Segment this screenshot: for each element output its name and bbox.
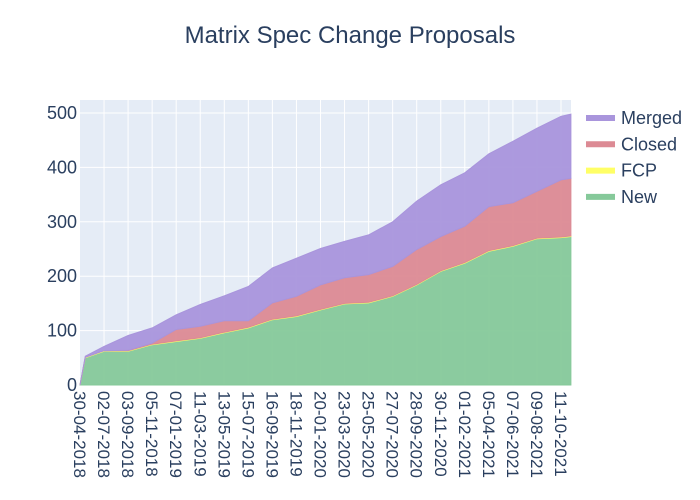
x-tick-label: 11-03-2019: [190, 391, 209, 477]
x-tick-label: 16-09-2019: [262, 391, 281, 478]
y-tick-label: 500: [47, 103, 77, 123]
x-tick-label: 01-02-2021: [455, 391, 474, 478]
x-tick-label: 02-07-2018: [94, 391, 113, 478]
x-tick-label: 07-01-2019: [166, 391, 185, 478]
legend-label: New: [621, 187, 658, 207]
y-tick-label: 0: [67, 375, 77, 395]
y-tick-label: 400: [47, 157, 77, 177]
y-tick-label: 100: [47, 321, 77, 341]
x-tick-label: 05-04-2021: [479, 391, 498, 478]
x-tick-label: 30-04-2018: [70, 391, 89, 478]
x-tick-label: 28-09-2020: [407, 391, 426, 478]
x-tick-label: 15-07-2019: [238, 391, 257, 478]
legend-label: Closed: [621, 134, 677, 154]
x-tick-label: 13-05-2019: [214, 391, 233, 478]
legend-label: Merged: [621, 108, 682, 128]
legend-item-closed[interactable]: Closed: [586, 134, 677, 154]
x-tick-label: 18-11-2019: [286, 391, 305, 477]
legend-label: FCP: [621, 161, 657, 181]
x-tick-label: 27-07-2020: [383, 391, 402, 478]
x-tick-label: 07-06-2021: [503, 391, 522, 478]
y-tick-label: 200: [47, 266, 77, 286]
legend-item-new[interactable]: New: [586, 187, 658, 207]
chart-title: Matrix Spec Change Proposals: [185, 22, 516, 49]
x-tick-label: 03-09-2018: [118, 391, 137, 478]
y-tick-label: 300: [47, 212, 77, 232]
x-tick-label: 20-01-2020: [311, 391, 330, 478]
legend-item-fcp[interactable]: FCP: [586, 161, 657, 181]
legend-item-merged[interactable]: Merged: [586, 108, 682, 128]
x-tick-label: 30-11-2020: [431, 391, 450, 477]
x-tick-label: 11-10-2021: [551, 391, 570, 477]
x-tick-label: 25-05-2020: [359, 391, 378, 478]
area-merged: [79, 113, 572, 386]
x-tick-label: 05-11-2018: [142, 391, 161, 477]
x-tick-label: 23-03-2020: [335, 391, 354, 478]
x-tick-label: 09-08-2021: [527, 391, 546, 478]
